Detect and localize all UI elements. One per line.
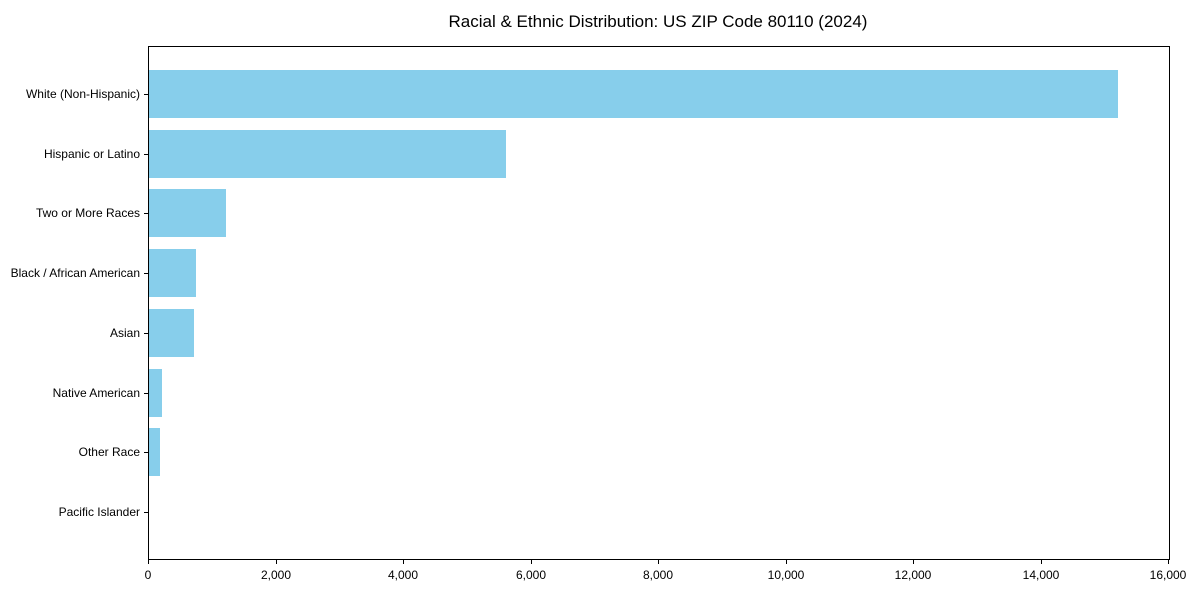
x-axis-label: 16,000 xyxy=(1149,568,1187,582)
x-axis-label: 2,000 xyxy=(260,568,292,582)
x-axis-tick xyxy=(276,560,277,564)
y-axis-tick xyxy=(144,333,148,334)
y-axis-label: Native American xyxy=(52,385,140,400)
y-axis-label: Asian xyxy=(109,325,140,340)
bar xyxy=(149,249,197,298)
x-axis-tick xyxy=(148,560,149,564)
bar xyxy=(149,189,226,238)
y-axis-tick xyxy=(144,393,148,394)
y-axis-label: White (Non-Hispanic) xyxy=(25,87,140,102)
y-axis-tick xyxy=(144,452,148,453)
bar xyxy=(149,368,162,417)
x-axis-label: 10,000 xyxy=(767,568,805,582)
y-axis-tick xyxy=(144,213,148,214)
plot-area xyxy=(148,46,1170,560)
y-axis-label: Other Race xyxy=(78,445,140,460)
y-axis-label: Hispanic or Latino xyxy=(43,146,140,161)
bar xyxy=(149,70,1118,119)
y-axis-tick xyxy=(144,94,148,95)
x-axis-label: 14,000 xyxy=(1022,568,1060,582)
x-axis-label: 8,000 xyxy=(642,568,674,582)
x-axis-tick xyxy=(1168,560,1169,564)
bar xyxy=(149,308,194,357)
chart-title: Racial & Ethnic Distribution: US ZIP Cod… xyxy=(448,12,868,31)
x-axis-tick xyxy=(786,560,787,564)
x-axis-label: 12,000 xyxy=(894,568,932,582)
x-axis-label: 0 xyxy=(144,568,152,582)
y-axis-label: Two or More Races xyxy=(35,206,140,221)
x-axis-label: 4,000 xyxy=(387,568,419,582)
y-axis-tick xyxy=(144,512,148,513)
x-axis-tick xyxy=(658,560,659,564)
x-axis-label: 6,000 xyxy=(515,568,547,582)
x-axis-tick xyxy=(531,560,532,564)
bar xyxy=(149,129,506,178)
y-axis-tick xyxy=(144,273,148,274)
y-axis-label: Black / African American xyxy=(10,266,140,281)
y-axis-label: Pacific Islander xyxy=(58,504,140,519)
y-axis-tick xyxy=(144,154,148,155)
x-axis-tick xyxy=(403,560,404,564)
x-axis-tick xyxy=(913,560,914,564)
bar xyxy=(149,428,160,477)
x-axis-tick xyxy=(1041,560,1042,564)
